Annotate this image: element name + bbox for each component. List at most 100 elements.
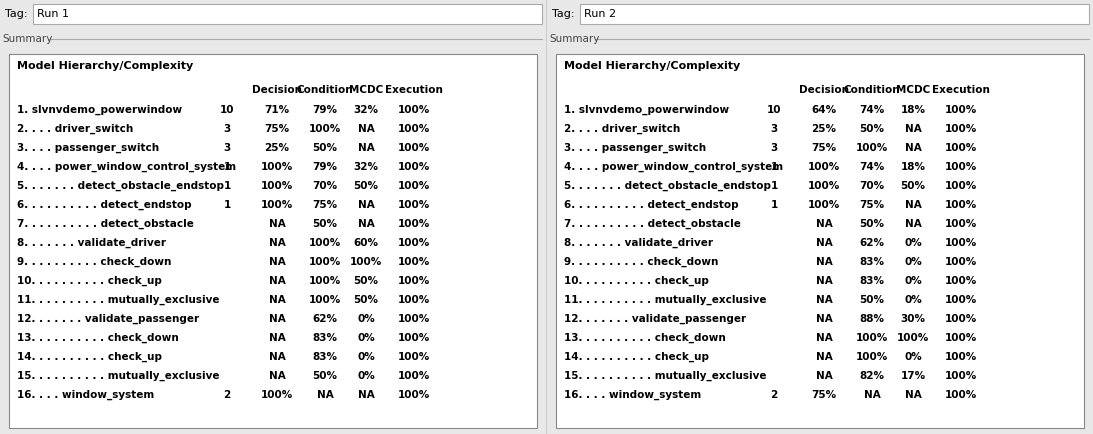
Text: 100%: 100% [808, 181, 841, 191]
Text: 50%: 50% [353, 181, 378, 191]
Text: 5. . . . . . . detect_obstacle_endstop: 5. . . . . . . detect_obstacle_endstop [564, 181, 771, 191]
Text: 100%: 100% [261, 181, 293, 191]
Text: NA: NA [815, 276, 833, 286]
Text: 0%: 0% [357, 333, 375, 343]
Text: 100%: 100% [398, 333, 431, 343]
Text: 100%: 100% [944, 257, 977, 267]
Text: 100%: 100% [398, 162, 431, 172]
Text: 62%: 62% [859, 238, 884, 248]
Text: NA: NA [269, 333, 285, 343]
Text: NA: NA [269, 257, 285, 267]
Text: NA: NA [357, 219, 375, 229]
Text: 8. . . . . . . validate_driver: 8. . . . . . . validate_driver [17, 238, 166, 248]
Text: 100%: 100% [856, 143, 889, 153]
Text: 16. . . . window_system: 16. . . . window_system [564, 390, 702, 400]
Text: 14. . . . . . . . . . check_up: 14. . . . . . . . . . check_up [564, 352, 709, 362]
Text: 15. . . . . . . . . . mutually_exclusive: 15. . . . . . . . . . mutually_exclusive [564, 371, 766, 381]
Text: 2. . . . driver_switch: 2. . . . driver_switch [564, 124, 680, 134]
Text: Condition: Condition [296, 85, 353, 95]
Text: 100%: 100% [944, 390, 977, 400]
Text: NA: NA [905, 124, 921, 134]
Text: 1: 1 [771, 162, 777, 172]
Text: NA: NA [905, 200, 921, 210]
Text: 100%: 100% [944, 295, 977, 305]
Text: 100%: 100% [398, 257, 431, 267]
Text: Execution: Execution [932, 85, 990, 95]
Text: 50%: 50% [353, 276, 378, 286]
Text: 3: 3 [223, 143, 231, 153]
Text: Model Hierarchy/Complexity: Model Hierarchy/Complexity [564, 61, 740, 71]
Text: 79%: 79% [313, 105, 338, 115]
Text: 50%: 50% [901, 181, 926, 191]
Text: Run 1: Run 1 [37, 9, 69, 19]
Text: 32%: 32% [353, 105, 378, 115]
Text: 50%: 50% [859, 295, 884, 305]
Text: 9. . . . . . . . . . check_down: 9. . . . . . . . . . check_down [564, 257, 718, 267]
Text: 6. . . . . . . . . . detect_endstop: 6. . . . . . . . . . detect_endstop [564, 200, 739, 210]
Text: 75%: 75% [313, 200, 338, 210]
Text: 0%: 0% [904, 276, 921, 286]
Text: 6. . . . . . . . . . detect_endstop: 6. . . . . . . . . . detect_endstop [17, 200, 191, 210]
Text: 0%: 0% [904, 257, 921, 267]
Text: 100%: 100% [398, 124, 431, 134]
Text: 100%: 100% [398, 352, 431, 362]
Text: 74%: 74% [859, 105, 884, 115]
Text: 12. . . . . . . validate_passenger: 12. . . . . . . validate_passenger [564, 314, 747, 324]
Text: 100%: 100% [856, 352, 889, 362]
Text: NA: NA [863, 390, 880, 400]
Text: 15. . . . . . . . . . mutually_exclusive: 15. . . . . . . . . . mutually_exclusive [17, 371, 220, 381]
Text: NA: NA [269, 295, 285, 305]
Text: 100%: 100% [944, 219, 977, 229]
Text: NA: NA [905, 390, 921, 400]
Text: NA: NA [905, 143, 921, 153]
Text: 100%: 100% [944, 276, 977, 286]
Text: 100%: 100% [309, 124, 341, 134]
Bar [33, 4, 542, 24]
Text: 50%: 50% [313, 143, 338, 153]
Text: 30%: 30% [901, 314, 926, 324]
Text: 83%: 83% [313, 352, 338, 362]
Text: 70%: 70% [859, 181, 884, 191]
Text: 10. . . . . . . . . . check_up: 10. . . . . . . . . . check_up [17, 276, 162, 286]
Text: 75%: 75% [265, 124, 290, 134]
Text: Model Hierarchy/Complexity: Model Hierarchy/Complexity [17, 61, 193, 71]
Text: Summary: Summary [2, 34, 52, 44]
Text: 79%: 79% [313, 162, 338, 172]
Text: Tag:: Tag: [5, 9, 27, 19]
Text: 50%: 50% [313, 219, 338, 229]
Text: 100%: 100% [808, 162, 841, 172]
Text: 0%: 0% [357, 371, 375, 381]
Text: 50%: 50% [313, 371, 338, 381]
Text: NA: NA [269, 238, 285, 248]
Text: 0%: 0% [904, 295, 921, 305]
Text: NA: NA [815, 352, 833, 362]
Text: 13. . . . . . . . . . check_down: 13. . . . . . . . . . check_down [17, 333, 179, 343]
Text: 8. . . . . . . validate_driver: 8. . . . . . . validate_driver [564, 238, 713, 248]
Text: 100%: 100% [944, 200, 977, 210]
Text: 3: 3 [771, 143, 777, 153]
Text: 100%: 100% [398, 390, 431, 400]
Text: NA: NA [357, 200, 375, 210]
Text: 100%: 100% [398, 295, 431, 305]
Text: 3. . . . passenger_switch: 3. . . . passenger_switch [564, 143, 706, 153]
Text: 1: 1 [223, 162, 231, 172]
Text: 50%: 50% [859, 219, 884, 229]
Text: 5. . . . . . . detect_obstacle_endstop: 5. . . . . . . detect_obstacle_endstop [17, 181, 224, 191]
Text: 4. . . . power_window_control_system: 4. . . . power_window_control_system [564, 162, 783, 172]
Text: 1: 1 [223, 181, 231, 191]
Text: 10: 10 [220, 105, 234, 115]
Text: NA: NA [815, 371, 833, 381]
Text: 100%: 100% [944, 143, 977, 153]
Text: 100%: 100% [398, 219, 431, 229]
Text: 100%: 100% [398, 143, 431, 153]
Text: NA: NA [357, 124, 375, 134]
Text: 60%: 60% [353, 238, 378, 248]
Text: 1. slvnvdemo_powerwindow: 1. slvnvdemo_powerwindow [564, 105, 729, 115]
Text: NA: NA [815, 314, 833, 324]
Text: NA: NA [269, 352, 285, 362]
Text: 82%: 82% [859, 371, 884, 381]
Text: MCDC: MCDC [896, 85, 930, 95]
Text: 16. . . . window_system: 16. . . . window_system [17, 390, 154, 400]
Text: 100%: 100% [398, 276, 431, 286]
Text: Run 2: Run 2 [584, 9, 616, 19]
